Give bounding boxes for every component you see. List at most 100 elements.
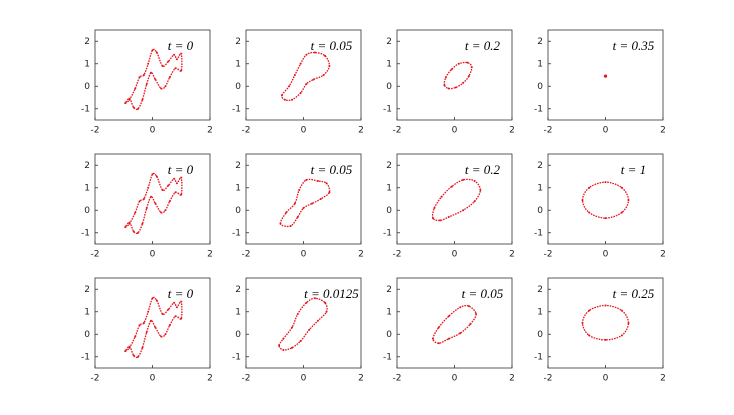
point [151,297,154,300]
y-tick-label: 0 [537,82,543,92]
y-tick-label: 2 [235,37,241,47]
subplot-title: t = 0.2 [465,162,501,177]
x-tick-label: -2 [544,250,553,260]
point [308,328,311,331]
point [627,199,630,202]
point [161,65,164,67]
y-tick-label: 2 [537,285,543,295]
point [316,180,319,182]
y-tick-label: 0 [235,206,241,216]
y-tick-label: 1 [84,307,90,317]
x-tick-label: -2 [242,250,251,260]
point [173,301,176,304]
y-tick-label: 0 [386,82,392,92]
y-tick-label: -1 [232,352,241,362]
curve [124,172,183,235]
point [180,300,183,303]
y-tick-label: -1 [81,228,90,238]
point [289,225,292,227]
point [293,202,296,205]
point [324,301,327,304]
point [154,326,157,329]
point [168,76,171,79]
point [319,198,322,200]
point [142,322,145,324]
y-tick-label: 2 [537,161,543,171]
y-tick-label: -1 [383,228,392,238]
point [161,189,164,191]
y-tick-label: 2 [537,37,543,47]
point [128,345,131,348]
point [282,349,285,351]
point [150,71,153,74]
point [604,338,607,341]
x-tick-label: 2 [660,374,666,384]
point [155,51,158,54]
point [588,211,591,214]
point [141,222,144,225]
point [437,342,440,345]
point [168,324,171,327]
point [447,315,450,318]
x-tick-label: 0 [603,250,609,260]
subplot-title: t = 0 [168,38,194,53]
point [450,185,453,188]
point [137,107,140,110]
point [160,335,163,338]
point [479,189,482,191]
x-tick-label: 0 [150,374,156,384]
subplot: -2 0 2 -1 0 1 2 t = 0.25 [534,277,666,384]
point [180,176,183,179]
point [467,75,470,78]
point [180,193,183,196]
point [167,308,170,311]
subplot: -2 0 2 -1 0 1 2 t = 0 [81,29,213,136]
y-tick-label: 1 [235,307,241,317]
point [180,317,183,320]
x-tick-label: 2 [207,374,213,384]
point [440,195,443,198]
x-tick-label: -2 [544,374,553,384]
point [604,181,607,184]
y-tick-label: 1 [386,183,392,193]
x-tick-label: -2 [544,126,553,136]
point [174,191,177,194]
point [454,86,457,89]
x-tick-label: 0 [452,374,458,384]
point [314,51,316,54]
point [147,62,150,65]
point [150,195,153,198]
x-tick-label: 2 [660,250,666,260]
x-tick-label: 2 [660,126,666,136]
point [447,87,450,90]
point [316,319,319,322]
point [588,334,591,337]
x-tick-label: 2 [207,126,213,136]
point [138,324,141,327]
y-tick-label: -1 [383,104,392,114]
point [431,337,434,340]
y-tick-label: -1 [81,104,90,114]
subplot-title: t = 1 [621,162,646,177]
point [145,331,148,333]
x-tick-label: 0 [301,126,307,136]
subplot: -2 0 2 -1 0 1 2 t = 0.35 [534,29,666,136]
point [469,323,472,326]
curve [124,48,183,111]
subplot: -2 0 2 -1 0 1 2 t = 0.05 [232,153,364,260]
point [145,207,148,209]
point [296,313,299,315]
point [124,102,127,105]
point [128,221,131,224]
point [322,74,325,76]
x-tick-label: 2 [509,374,515,384]
point [620,186,623,189]
point [151,173,154,176]
point [154,202,157,205]
point [138,76,141,79]
y-tick-label: 2 [386,161,392,171]
point [174,67,177,70]
point [134,211,137,214]
point [581,199,584,202]
point [627,322,630,324]
